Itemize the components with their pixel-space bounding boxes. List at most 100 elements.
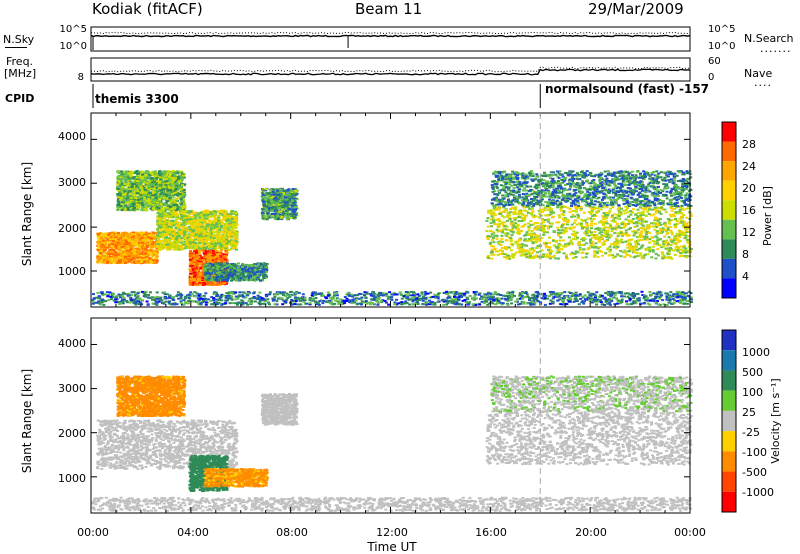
- power-cell: [231, 245, 235, 248]
- power-cell: [235, 213, 239, 216]
- power-cell: [173, 176, 177, 179]
- power-cell: [140, 241, 144, 244]
- power-cell: [204, 272, 208, 275]
- power-cell: [193, 271, 197, 274]
- power-cell: [161, 198, 165, 201]
- power-cell: [209, 226, 213, 229]
- power-cell: [197, 235, 201, 238]
- power-cell: [199, 249, 203, 252]
- power-cell: [179, 233, 183, 236]
- power-cell: [194, 238, 197, 241]
- power-cell: [165, 219, 169, 222]
- power-cell: [140, 237, 144, 239]
- power-cell: [161, 247, 164, 250]
- power-cell: [112, 247, 116, 250]
- power-cell: [225, 225, 229, 228]
- power-cell: [123, 247, 127, 250]
- power-cell: [203, 268, 207, 271]
- power-cell: [156, 231, 160, 233]
- power-cell: [223, 212, 227, 215]
- power-cell: [189, 252, 193, 255]
- power-cell: [157, 224, 161, 227]
- power-cell: [196, 280, 200, 283]
- power-cell: [142, 190, 146, 193]
- power-cell: [154, 257, 158, 260]
- power-cell: [261, 279, 265, 282]
- power-cell: [219, 226, 223, 229]
- power-cell: [145, 258, 149, 261]
- power-cell: [142, 238, 146, 241]
- power-cell: [234, 236, 238, 239]
- power-cell: [104, 239, 108, 242]
- power-cell: [214, 248, 218, 251]
- power-cell: [167, 200, 171, 203]
- power-cell: [162, 224, 166, 227]
- power-cell: [176, 221, 180, 224]
- power-cell: [235, 242, 239, 245]
- power-cell: [109, 262, 113, 265]
- power-cell: [222, 218, 226, 220]
- power-cell: [153, 181, 157, 184]
- power-cell: [193, 274, 197, 277]
- power-cell: [192, 254, 196, 257]
- power-cell: [118, 237, 122, 240]
- power-cell: [103, 252, 107, 255]
- power-cell: [209, 267, 213, 270]
- power-cell: [161, 236, 165, 239]
- power-cell: [218, 228, 222, 231]
- power-cell: [171, 243, 175, 246]
- power-cell: [192, 256, 196, 259]
- power-cell: [232, 243, 235, 246]
- power-cell: [142, 246, 146, 249]
- power-cell: [181, 243, 184, 246]
- power-cell: [247, 270, 251, 273]
- power-cell: [189, 251, 193, 253]
- power-cell: [136, 198, 140, 201]
- power-cell: [188, 222, 192, 225]
- power-cell: [209, 261, 213, 264]
- power-cell: [149, 253, 153, 256]
- power-cell: [151, 190, 155, 193]
- power-cell: [253, 263, 256, 266]
- power-cell: [133, 249, 137, 252]
- power-cell: [172, 193, 176, 196]
- power-cell: [119, 244, 123, 247]
- power-cell: [180, 213, 184, 216]
- power-cell: [202, 229, 206, 232]
- power-cell: [136, 256, 140, 259]
- power-cell: [198, 220, 202, 223]
- power-cell: [138, 258, 142, 261]
- power-cell: [112, 258, 116, 261]
- power-cell: [181, 207, 185, 210]
- power-cell: [204, 263, 208, 266]
- power-cell: [129, 170, 133, 173]
- power-cell: [150, 246, 154, 248]
- power-cell: [136, 208, 140, 211]
- power-cell: [230, 242, 233, 245]
- power-cell: [172, 236, 176, 239]
- power-cell: [163, 171, 167, 174]
- power-cell: [133, 240, 137, 243]
- power-cell: [190, 239, 194, 242]
- power-cell: [135, 238, 138, 241]
- power-cell: [193, 266, 196, 268]
- power-cell: [156, 180, 159, 183]
- power-cell: [205, 217, 209, 220]
- power-cell: [213, 242, 217, 245]
- power-cell: [178, 228, 182, 231]
- power-cell: [153, 171, 157, 174]
- power-cell: [186, 244, 190, 247]
- power-cell: [171, 187, 175, 189]
- power-cell: [164, 242, 167, 245]
- power-cell: [202, 259, 206, 262]
- power-cell: [124, 177, 128, 180]
- power-cell: [181, 248, 185, 251]
- power-cell: [165, 223, 168, 226]
- power-cell: [199, 223, 203, 225]
- power-cell: [156, 212, 160, 215]
- power-cell: [215, 264, 219, 267]
- power-cell: [159, 240, 163, 243]
- power-cell: [152, 197, 156, 200]
- power-cell: [216, 274, 220, 277]
- power-cell: [168, 213, 172, 216]
